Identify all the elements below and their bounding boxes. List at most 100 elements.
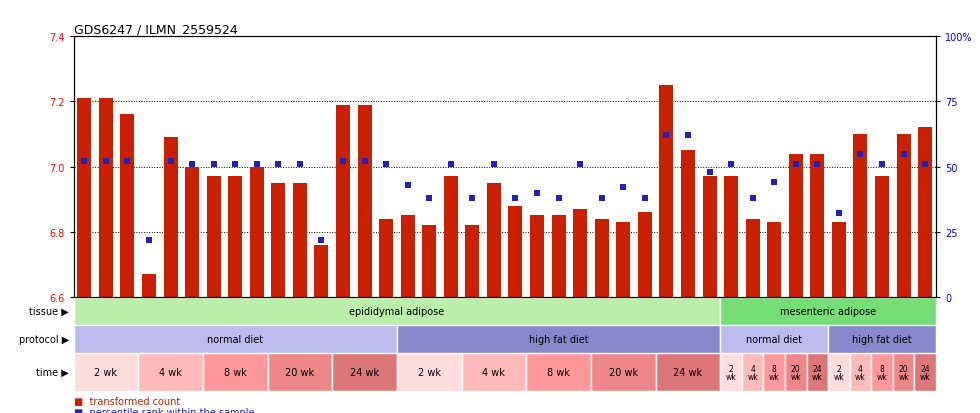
Text: 4
wk: 4 wk [748, 364, 758, 381]
Point [831, 211, 847, 217]
Point [184, 161, 200, 168]
Bar [422, 225, 436, 297]
Bar [746, 219, 760, 297]
Point [853, 151, 868, 157]
Bar [742, 354, 763, 391]
Bar [875, 177, 889, 297]
Point [917, 161, 933, 168]
Text: GDS6247 / ILMN_2559524: GDS6247 / ILMN_2559524 [74, 23, 237, 36]
Bar [638, 213, 652, 297]
Text: 8 wk: 8 wk [223, 367, 247, 377]
Text: protocol ▶: protocol ▶ [19, 335, 70, 344]
Bar [789, 154, 803, 297]
Bar [358, 105, 371, 297]
Point [594, 195, 610, 202]
Point [529, 190, 545, 197]
Text: 2 wk: 2 wk [94, 367, 118, 377]
Text: 24
wk: 24 wk [920, 364, 930, 381]
Bar [99, 99, 113, 297]
Text: 2
wk: 2 wk [834, 364, 844, 381]
Bar [724, 177, 738, 297]
Bar [509, 206, 522, 297]
Text: high fat diet: high fat diet [529, 335, 588, 344]
Bar [681, 151, 695, 297]
Bar [203, 354, 268, 391]
Bar [832, 222, 846, 297]
Bar [656, 354, 720, 391]
Bar [207, 177, 220, 297]
Bar [315, 245, 328, 297]
Bar [332, 354, 397, 391]
Bar [893, 354, 914, 391]
Point [335, 159, 351, 165]
Point [723, 161, 739, 168]
Bar [138, 354, 203, 391]
Text: normal diet: normal diet [207, 335, 264, 344]
Bar [379, 219, 393, 297]
Bar [720, 354, 742, 391]
Bar [268, 354, 332, 391]
Bar [336, 105, 350, 297]
Point [508, 195, 523, 202]
Point [378, 161, 394, 168]
Point [421, 195, 437, 202]
Point [141, 237, 157, 243]
Bar [573, 209, 587, 297]
Bar [660, 86, 673, 297]
Text: tissue ▶: tissue ▶ [29, 306, 70, 316]
Point [270, 161, 286, 168]
Bar [74, 354, 138, 391]
Text: 4 wk: 4 wk [482, 367, 506, 377]
Bar [552, 216, 565, 297]
Point [314, 237, 329, 243]
Point [745, 195, 760, 202]
Text: 24
wk: 24 wk [812, 364, 822, 381]
Bar [763, 354, 785, 391]
Point [292, 161, 308, 168]
Text: 4 wk: 4 wk [159, 367, 182, 377]
Text: 2
wk: 2 wk [726, 364, 736, 381]
Point [98, 159, 114, 165]
Bar [854, 135, 867, 297]
Point [357, 159, 372, 165]
Point [809, 161, 825, 168]
Text: time ▶: time ▶ [36, 367, 70, 377]
Bar [250, 167, 264, 297]
Bar [810, 154, 824, 297]
Bar [828, 325, 936, 354]
Point [120, 159, 135, 165]
Text: 24 wk: 24 wk [673, 367, 703, 377]
Bar [228, 177, 242, 297]
Point [76, 159, 92, 165]
Bar [164, 138, 177, 297]
Bar [703, 177, 716, 297]
Point [572, 161, 588, 168]
Text: 20
wk: 20 wk [791, 364, 801, 381]
Text: 24 wk: 24 wk [350, 367, 379, 377]
Point [637, 195, 653, 202]
Bar [530, 216, 544, 297]
Bar [850, 354, 871, 391]
Text: normal diet: normal diet [746, 335, 803, 344]
Text: 8
wk: 8 wk [769, 364, 779, 381]
Text: mesenteric adipose: mesenteric adipose [780, 306, 876, 316]
Bar [397, 325, 720, 354]
Text: 2 wk: 2 wk [417, 367, 441, 377]
Point [896, 151, 911, 157]
Text: ■  percentile rank within the sample: ■ percentile rank within the sample [74, 408, 254, 413]
Bar [77, 99, 91, 297]
Bar [142, 274, 156, 297]
Text: 20 wk: 20 wk [609, 367, 638, 377]
Bar [828, 354, 850, 391]
Text: 20
wk: 20 wk [899, 364, 908, 381]
Bar [914, 354, 936, 391]
Point [788, 161, 804, 168]
Point [400, 182, 416, 189]
Bar [526, 354, 591, 391]
Bar [767, 222, 781, 297]
Text: 4
wk: 4 wk [856, 364, 865, 381]
Bar [897, 135, 910, 297]
Point [206, 161, 221, 168]
Text: 8
wk: 8 wk [877, 364, 887, 381]
Bar [720, 325, 828, 354]
